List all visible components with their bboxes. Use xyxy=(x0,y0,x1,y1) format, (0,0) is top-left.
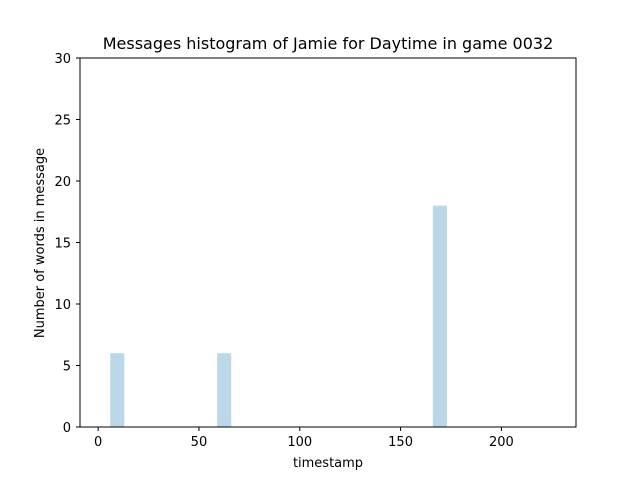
y-axis: 0 5 10 15 20 25 30 xyxy=(54,52,80,436)
plot-frame xyxy=(79,57,577,428)
x-axis-label: timestamp xyxy=(293,456,363,471)
x-tick-label: 100 xyxy=(287,435,312,450)
bar-0 xyxy=(110,353,125,427)
bar-2 xyxy=(432,205,447,427)
bars-group xyxy=(110,205,447,427)
y-tick-label: 20 xyxy=(54,175,71,190)
x-tick-label: 150 xyxy=(388,435,413,450)
y-tick-label: 10 xyxy=(54,298,71,313)
chart-title: Messages histogram of Jamie for Daytime … xyxy=(103,34,554,53)
y-tick-label: 5 xyxy=(63,360,71,375)
y-tick-label: 15 xyxy=(54,237,71,252)
y-tick-label: 30 xyxy=(54,52,71,67)
bar-1 xyxy=(217,353,232,427)
y-tick-label: 25 xyxy=(54,114,71,129)
x-tick-label: 50 xyxy=(191,435,208,450)
x-axis: 0 50 100 150 200 xyxy=(94,427,514,450)
y-tick-label: 0 xyxy=(63,421,71,436)
x-tick-label: 200 xyxy=(489,435,514,450)
x-tick-label: 0 xyxy=(94,435,102,450)
y-axis-label: Number of words in message xyxy=(33,148,48,338)
